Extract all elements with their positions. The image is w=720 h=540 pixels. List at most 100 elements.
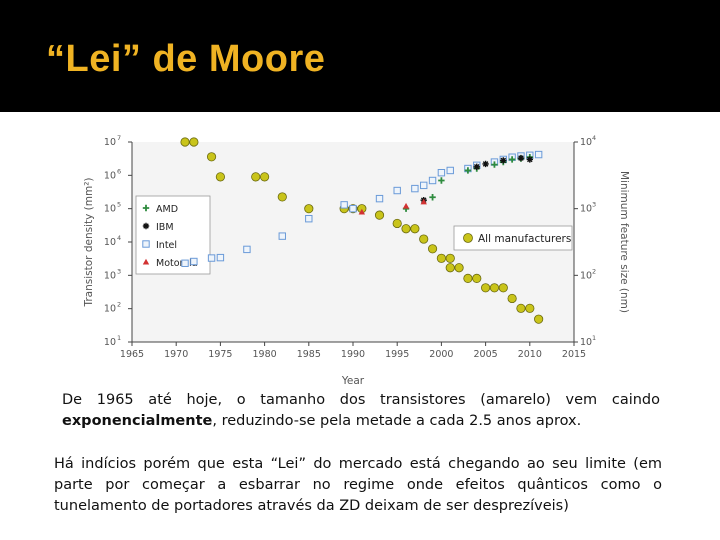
x-tick-label-1965: 1965 [120,349,144,360]
legend-marker-amd [142,204,150,212]
ibm-point [482,160,489,168]
left-tick-label-2: 10 [104,304,116,315]
intel-point [243,245,251,254]
tick-layer: 1965 1970 1975 1980 1985 1990 1995 2000 2005 2010… [104,134,596,360]
paragraph-1-rest: , reduzindo-se pela metade a cada 2.5 an… [212,413,582,429]
moore-chart: 1965 1970 1975 1980 1985 1990 1995 2000 2005 2010… [83,134,630,387]
x-tick-label-1995: 1995 [385,349,409,360]
intel-point [340,201,348,209]
feature-size-point [304,204,314,214]
left-tick-exp-5: 5 [117,201,121,209]
feature-size-point [454,263,464,273]
legend-label-amd: AMD [156,204,178,215]
intel-point [349,204,357,213]
amd-point [508,156,516,163]
legend-box [135,195,211,275]
motorola-point [420,198,427,205]
legend-label-motorola: Motorola [156,258,198,269]
feature-size-point [463,273,473,283]
feature-size-point [534,314,544,324]
right-tick-label-2: 10 [580,270,592,281]
amd-point [429,194,436,201]
right-tick-label-3: 10 [580,204,592,215]
intel-point [420,181,428,190]
x-tick-label-1985: 1985 [297,349,321,360]
feature-size-point [480,283,491,293]
marks-layer [180,137,544,324]
left-tick-exp-4: 4 [117,234,121,242]
ibm-point [526,156,533,163]
left-tick-label-6: 10 [104,170,116,181]
right-tick-label-4: 10 [580,137,592,148]
intel-point [190,257,198,266]
feature-size-point [427,244,438,254]
feature-size-point [410,224,420,234]
feature-size-point [277,192,287,202]
left-tick-label-4: 10 [104,237,116,248]
paragraph-2: Há indícios porém que esta “Lei” do merc… [54,456,662,514]
intel-point [305,215,313,223]
left-tick-label-1: 10 [104,337,116,348]
right-tick-exp-2: 2 [592,267,596,275]
intel-point [437,168,446,177]
left-tick-label-5: 10 [104,204,116,215]
left-tick-exp-2: 2 [117,301,121,309]
feature-size-point [472,273,482,283]
feature-legend-marker [463,233,473,243]
x-tick-label-2000: 2000 [429,349,453,360]
left-tick-exp-6: 6 [117,167,121,175]
feature-size-point [374,210,385,220]
intel-point [278,232,286,240]
left-tick-label-3: 10 [104,270,116,281]
right-tick-label-1: 10 [580,337,592,348]
x-tick-label-1975: 1975 [208,349,232,360]
paragraph-1-line-1: De 1965 até hoje, o tamanho dos transist… [62,392,660,408]
ibm-point [517,154,525,162]
title-bar: “Lei” de Moore [0,0,720,112]
motorola-point [402,202,410,209]
amd-point [464,167,472,174]
x-tick-label-1970: 1970 [164,349,188,360]
intel-point [375,194,384,203]
x-tick-label-2010: 2010 [518,349,542,360]
intel-point [207,254,216,262]
paragraph-1-bold-word: exponencialmente [62,413,213,429]
amd-point [491,161,498,168]
feature-size-point [215,172,225,182]
feature-legend: All manufacturers [453,225,573,251]
feature-size-point [180,137,190,147]
motorola-point [358,208,366,215]
left-tick-exp-1: 1 [117,334,121,342]
legend: AMD IBM Intel Motorola [135,195,211,275]
feature-size-point [516,303,526,313]
legend-marker-motorola [142,258,150,265]
feature-size-point [445,253,455,263]
intel-point [446,166,454,175]
legend-label-intel: Intel [156,240,177,251]
left-tick-label-7: 10 [104,137,116,148]
x-tick-label-2015: 2015 [562,349,586,360]
feature-size-point [260,172,270,182]
intel-point [181,259,189,267]
legend-marker-intel [142,240,150,248]
intel-point [534,150,543,159]
y-axis-right-label: Minimum feature size (nm) [618,171,630,313]
left-tick-exp-3: 3 [117,267,121,275]
left-tick-exp-7: 7 [117,134,121,142]
feature-size-point [525,303,535,313]
feature-size-point [401,224,411,234]
feature-size-point [189,137,199,147]
intel-point [411,184,419,193]
legend-label-ibm: IBM [156,222,174,233]
feature-legend-label: All manufacturers [478,233,571,245]
x-tick-label-2005: 2005 [474,349,498,360]
amd-point [438,177,445,184]
right-tick-exp-3: 3 [592,201,596,209]
y-axis-left-label: Transistor density (mm²) [83,177,95,307]
slide-title: “Lei” de Moore [46,38,326,80]
legend-marker-ibm [142,222,150,230]
feature-size-point [419,234,429,244]
x-tick-label-1990: 1990 [341,349,365,360]
x-axis-label: Year [341,375,365,387]
paragraph-1: De 1965 até hoje, o tamanho dos transist… [62,390,660,432]
